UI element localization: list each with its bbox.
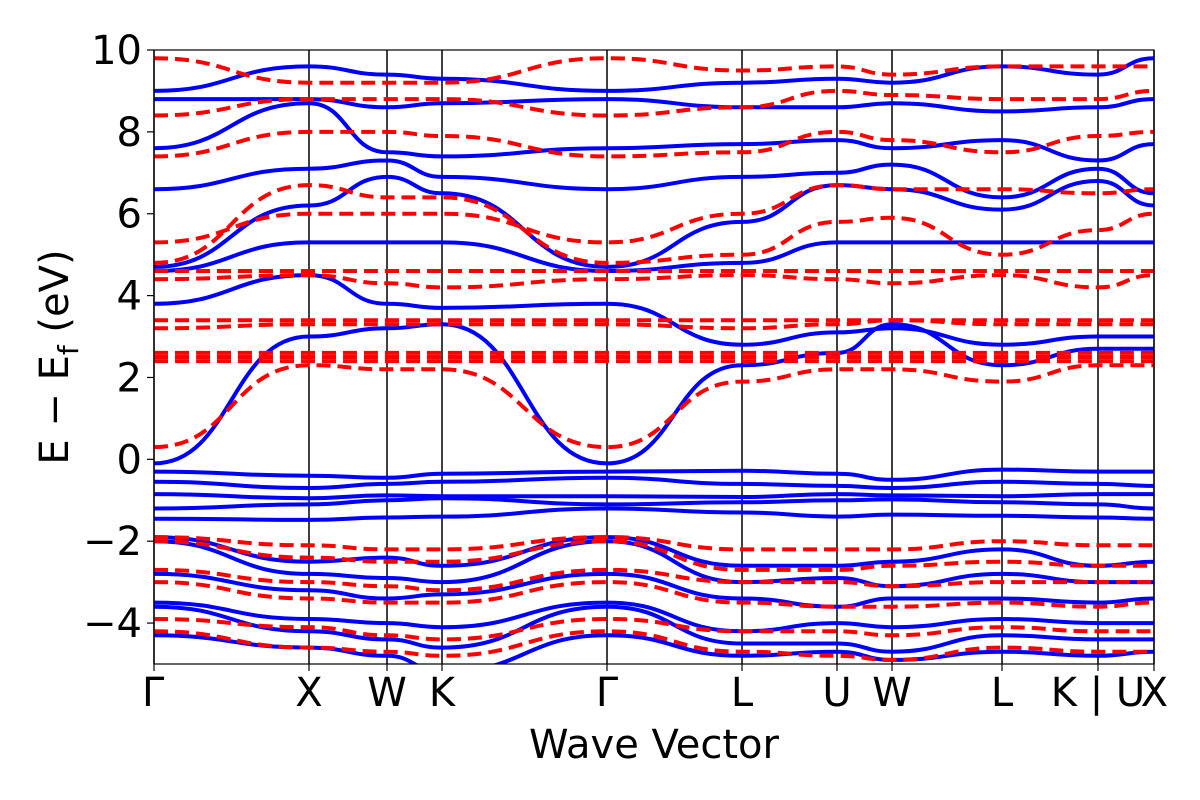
y-axis-ticks: −4 −2 0 2 4 6 8 10	[83, 28, 154, 647]
band-line-dashed	[154, 183, 1154, 245]
band-line-dashed	[154, 318, 1154, 331]
band-line-dashed	[154, 88, 1154, 118]
band-line-dashed	[154, 129, 1154, 159]
band-line-dashed	[154, 580, 1154, 609]
x-tick-label: U	[822, 670, 851, 716]
band-line-solid	[154, 633, 1154, 664]
band-line-dashed	[154, 183, 1154, 265]
band-line-solid	[154, 158, 1154, 200]
band-curves	[154, 56, 1154, 664]
x-tick-label: K	[429, 670, 457, 716]
band-line-solid	[154, 506, 1154, 522]
band-line-solid	[154, 496, 1154, 511]
band-line-solid	[154, 322, 1154, 466]
band-line-dashed	[154, 539, 1154, 572]
band-line-solid	[154, 101, 1154, 163]
y-tick-label: −2	[83, 519, 142, 565]
y-axis-label-unit: (eV)	[32, 249, 78, 345]
x-tick-label: Γ	[596, 670, 619, 716]
x-axis-label: Wave Vector	[529, 722, 780, 768]
y-tick-label: 8	[117, 110, 142, 156]
band-line-solid	[154, 539, 1154, 589]
band-line-solid	[154, 56, 1154, 93]
x-tick-label: X	[295, 670, 322, 716]
band-line-solid	[154, 240, 1154, 274]
x-tick-label: Γ	[142, 670, 165, 716]
x-tick-label: L	[731, 670, 754, 716]
y-tick-label: 2	[117, 355, 142, 401]
band-line-solid	[154, 97, 1154, 114]
band-line-dashed	[154, 629, 1154, 662]
band-line-solid	[154, 492, 1154, 501]
band-line-solid	[154, 174, 1154, 269]
x-tick-label: W	[872, 670, 912, 716]
band-line-solid	[154, 604, 1154, 654]
x-tick-label: X	[1141, 670, 1168, 716]
x-tick-label: K | U	[1051, 670, 1145, 716]
y-tick-label: 0	[117, 437, 142, 483]
band-line-solid	[154, 600, 1154, 634]
y-tick-label: −4	[83, 601, 142, 647]
band-line-dashed	[154, 273, 1154, 290]
band-line-dashed	[154, 56, 1154, 85]
band-line-solid	[154, 467, 1154, 482]
y-axis-label: E − Ef (eV)	[32, 249, 85, 464]
y-tick-label: 10	[91, 28, 142, 74]
y-axis-label-sub: f	[52, 344, 85, 355]
x-tick-label: L	[991, 670, 1014, 716]
x-tick-label: W	[367, 670, 407, 716]
band-line-dashed	[154, 567, 1154, 593]
band-line-dashed	[154, 535, 1154, 552]
y-tick-label: 6	[117, 192, 142, 238]
band-line-solid	[154, 475, 1154, 491]
band-line-dashed	[154, 616, 1154, 642]
y-axis-label-main: E − E	[32, 355, 78, 465]
band-line-dashed	[154, 363, 1154, 450]
plot-frame	[153, 49, 1155, 665]
y-tick-label: 4	[117, 274, 142, 320]
band-line-solid	[154, 571, 1154, 609]
band-line-solid	[154, 273, 1154, 347]
